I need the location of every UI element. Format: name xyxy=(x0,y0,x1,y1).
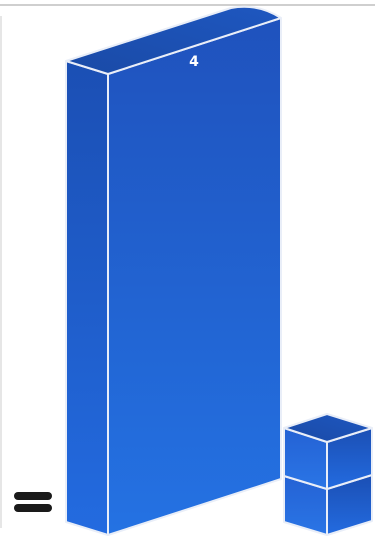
equals-icon[interactable] xyxy=(14,490,52,516)
tall-block-top-face xyxy=(65,5,282,75)
tall-block-label: 4 xyxy=(189,54,199,70)
tall-block-front-face xyxy=(107,17,282,536)
equals-icon-bar-bottom xyxy=(14,504,52,512)
small-stack[interactable] xyxy=(283,413,373,536)
top-divider xyxy=(0,4,375,6)
left-divider xyxy=(0,16,2,528)
equals-icon-bar-top xyxy=(14,492,52,500)
tall-block-side-face xyxy=(65,60,109,536)
cube-1-top-face xyxy=(283,413,373,443)
tall-block[interactable]: 4 xyxy=(65,5,282,536)
